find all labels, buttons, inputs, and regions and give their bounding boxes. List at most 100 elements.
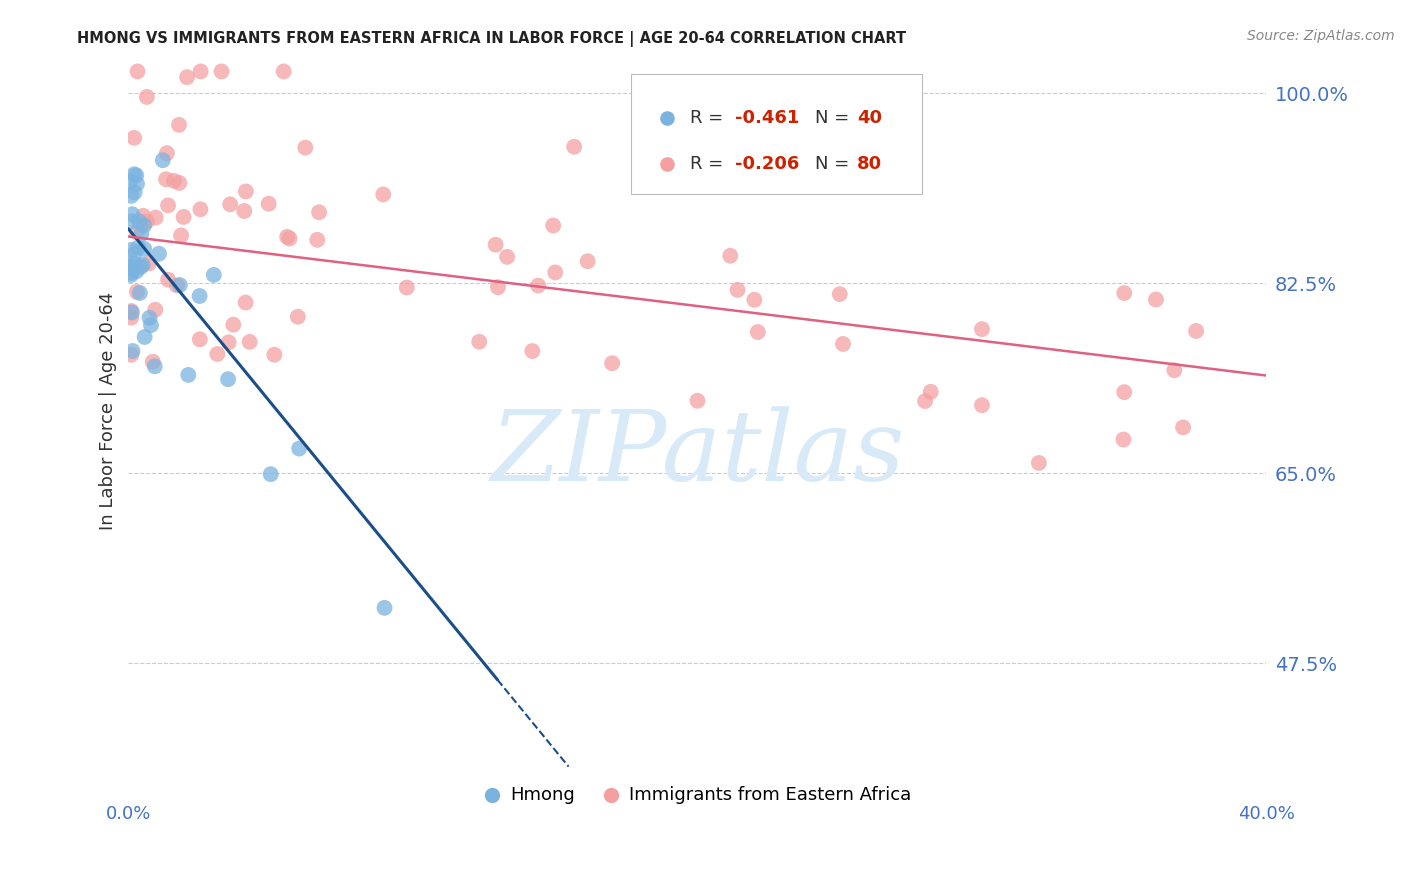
Point	[129, 217, 152, 231]
Point	[727, 283, 749, 297]
Point	[143, 302, 166, 317]
Point	[128, 214, 150, 228]
Text: N =: N =	[814, 155, 855, 173]
Point	[222, 318, 245, 332]
Point	[118, 260, 141, 274]
Y-axis label: In Labor Force | Age 20-64: In Labor Force | Age 20-64	[100, 292, 117, 530]
Point	[468, 334, 491, 349]
Point	[124, 186, 146, 200]
Point	[139, 318, 162, 333]
Point	[190, 64, 212, 78]
Point	[152, 153, 174, 168]
Point	[155, 172, 177, 186]
Point	[142, 355, 165, 369]
Point	[1114, 385, 1136, 400]
Point	[176, 70, 198, 84]
Point	[156, 146, 179, 161]
Text: Source: ZipAtlas.com: Source: ZipAtlas.com	[1247, 29, 1395, 43]
Point	[287, 310, 309, 324]
Point	[541, 219, 564, 233]
Point	[1114, 286, 1136, 301]
Point	[148, 246, 170, 260]
Point	[134, 330, 156, 344]
Point	[294, 141, 316, 155]
Point	[576, 254, 599, 268]
Point	[169, 278, 191, 293]
Point	[1163, 363, 1185, 377]
Point	[970, 322, 993, 336]
Point	[718, 249, 741, 263]
Point	[744, 293, 766, 307]
Point	[128, 285, 150, 300]
Point	[121, 214, 143, 228]
Point	[125, 169, 148, 183]
Point	[920, 384, 942, 399]
Point	[307, 233, 329, 247]
Point	[120, 189, 142, 203]
Point	[202, 268, 225, 282]
Text: 40: 40	[856, 109, 882, 127]
Point	[219, 197, 242, 211]
Text: -0.461: -0.461	[735, 109, 800, 127]
Point	[190, 202, 212, 217]
Text: -0.206: -0.206	[735, 155, 800, 173]
Point	[1171, 420, 1194, 434]
Point	[163, 174, 186, 188]
Point	[1144, 293, 1167, 307]
Point	[235, 295, 257, 310]
Point	[120, 304, 142, 318]
Point	[125, 225, 148, 239]
Point	[544, 265, 567, 279]
Point	[132, 219, 155, 233]
Point	[207, 347, 229, 361]
Text: ZIPatlas: ZIPatlas	[491, 406, 904, 501]
Point	[188, 289, 211, 303]
Point	[157, 198, 180, 212]
Point	[121, 207, 143, 221]
Point	[970, 398, 993, 412]
Point	[373, 187, 395, 202]
Point	[166, 278, 188, 293]
Text: HMONG VS IMMIGRANTS FROM EASTERN AFRICA IN LABOR FORCE | AGE 20-64 CORRELATION C: HMONG VS IMMIGRANTS FROM EASTERN AFRICA …	[77, 31, 907, 47]
Point	[211, 64, 233, 78]
Point	[167, 118, 190, 132]
Point	[122, 167, 145, 181]
Point	[138, 310, 160, 325]
Point	[169, 176, 191, 190]
Point	[1028, 456, 1050, 470]
Point	[145, 211, 167, 225]
Point	[122, 131, 145, 145]
Point	[263, 348, 285, 362]
Point	[527, 278, 550, 293]
Point	[143, 359, 166, 374]
Point	[136, 214, 159, 228]
Point	[395, 280, 418, 294]
Text: 80: 80	[856, 155, 882, 173]
Point	[239, 334, 262, 349]
Point	[120, 243, 142, 257]
Point	[125, 285, 148, 299]
Point	[278, 231, 301, 245]
Point	[157, 273, 180, 287]
Point	[914, 394, 936, 409]
Point	[120, 261, 142, 276]
Point	[170, 228, 193, 243]
Point	[308, 205, 330, 219]
Point	[496, 250, 519, 264]
Point	[129, 260, 152, 274]
Point	[125, 264, 148, 278]
Point	[686, 393, 709, 408]
Point	[828, 287, 851, 301]
Point	[747, 325, 769, 339]
Point	[120, 268, 142, 282]
Point	[131, 258, 153, 272]
Point	[522, 344, 544, 359]
Point	[373, 600, 395, 615]
Point	[127, 64, 149, 78]
Text: N =: N =	[814, 109, 855, 127]
Point	[135, 90, 157, 104]
Legend: Hmong, Immigrants from Eastern Africa: Hmong, Immigrants from Eastern Africa	[477, 779, 920, 811]
Point	[260, 467, 283, 482]
Point	[127, 241, 149, 255]
Point	[832, 337, 855, 351]
